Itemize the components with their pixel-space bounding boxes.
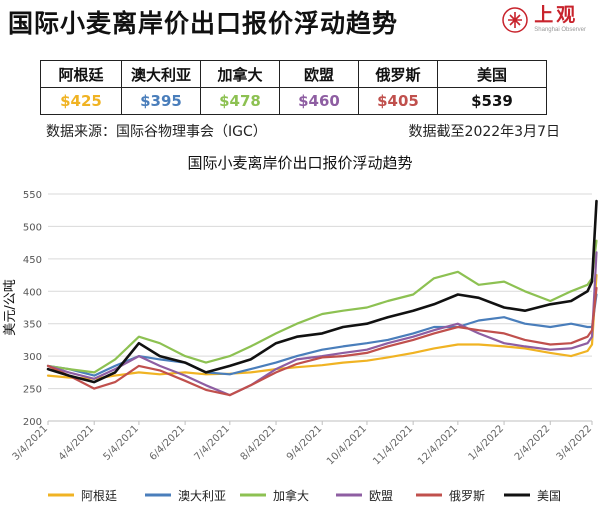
price-table: 阿根廷 澳大利亚 加拿大 欧盟 俄罗斯 美国 $425 $395 $478 $4… [40, 60, 547, 115]
price-table-price: $478 [200, 87, 280, 115]
price-table-price: $405 [358, 87, 438, 115]
y-tick-label: 400 [23, 287, 42, 298]
y-tick-label: 450 [23, 255, 42, 266]
series-line [46, 286, 598, 397]
x-tick-label: 5/4/2021 [101, 423, 141, 463]
series-line [46, 293, 598, 377]
x-tick-label: 3/4/2022 [555, 423, 595, 463]
x-tick-label: 2/4/2022 [513, 423, 553, 463]
price-table-price: $539 [437, 87, 547, 115]
price-table-country: 澳大利亚 [121, 60, 201, 88]
data-source: 数据来源：国际谷物理事会（IGC） [46, 124, 267, 140]
brand-english-name: Shanghai Observer [534, 27, 586, 33]
series-line [46, 199, 598, 384]
price-table-country: 加拿大 [200, 60, 280, 88]
price-table-country: 阿根廷 [40, 60, 122, 88]
price-trend-line-chart: 国际小麦离岸价出口报价浮动趋势 200 250 300 350 400 450 500 550 3… [3, 154, 598, 503]
x-tick-label: 12/4/2021 [416, 423, 460, 467]
x-tick-label: 4/4/2021 [57, 423, 97, 463]
y-tick-label: 550 [23, 190, 42, 201]
legend-label: 加拿大 [273, 488, 309, 503]
price-table-country: 俄罗斯 [358, 60, 438, 88]
legend-label: 澳大利亚 [178, 489, 226, 503]
legend-label: 俄罗斯 [449, 489, 485, 503]
legend-label: 阿根廷 [81, 489, 117, 503]
price-table-price: $460 [279, 87, 359, 115]
price-table-price-row: $425 $395 $478 $460 $405 $539 [40, 87, 547, 115]
y-tick-label: 500 [23, 222, 42, 233]
y-axis-label: 美元/公吨 [3, 279, 18, 335]
price-table-header-row: 阿根廷 澳大利亚 加拿大 欧盟 俄罗斯 美国 [40, 60, 547, 88]
legend-label: 美国 [537, 489, 561, 503]
x-tick-label: 3/4/2021 [11, 423, 51, 463]
page-title: 国际小麦离岸价出口报价浮动趋势 [8, 9, 399, 38]
y-tick-label: 200 [23, 417, 42, 428]
y-tick-label: 250 [23, 385, 42, 396]
series-line [46, 251, 598, 397]
price-table-country: 美国 [437, 60, 547, 88]
brand-logo: 上观 Shanghai Observer [502, 6, 586, 33]
y-tick-label: 350 [23, 320, 42, 331]
chart-title: 国际小麦离岸价出口报价浮动趋势 [187, 154, 412, 172]
data-date: 数据截至2022年3月7日 [408, 124, 560, 140]
series-line [46, 273, 598, 380]
x-tick-label: 8/4/2021 [239, 423, 279, 463]
price-table-price: $395 [121, 87, 201, 115]
x-tick-label: 11/4/2021 [371, 423, 415, 467]
x-tick-label: 7/4/2021 [192, 423, 232, 463]
legend-label: 欧盟 [369, 489, 393, 503]
series-line [46, 239, 598, 374]
x-tick-label: 10/4/2021 [325, 423, 369, 467]
y-tick-label: 300 [23, 352, 42, 363]
x-tick-label: 6/4/2021 [148, 423, 188, 463]
x-tick-label: 9/4/2021 [285, 423, 325, 463]
price-table-price: $425 [40, 87, 122, 115]
brand-name: 上观 [534, 4, 579, 26]
price-table-country: 欧盟 [279, 60, 359, 88]
x-tick-label: 1/4/2022 [467, 423, 507, 463]
shanghai-observer-logo-icon [502, 6, 529, 33]
